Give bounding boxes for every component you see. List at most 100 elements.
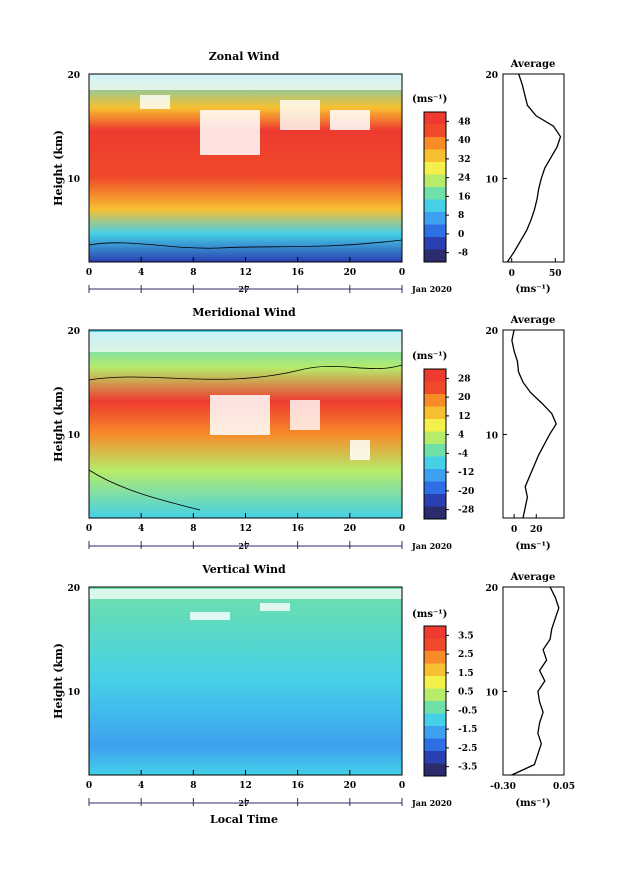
colorbar-segment <box>424 663 446 677</box>
colorbar-segment <box>424 688 446 702</box>
colorbar-segment <box>424 212 446 225</box>
colorbar-segment <box>424 224 446 238</box>
profile-line <box>511 586 560 776</box>
colorbar-segment <box>424 651 446 664</box>
panel-title: Zonal Wind <box>209 50 280 63</box>
panel-vertical: Vertical Wind Height (km) 20 10 0 4 8 12 16 2… <box>52 563 575 826</box>
colorbar-segment <box>424 406 446 420</box>
x-tick-label: 16 <box>291 524 304 534</box>
panel-zonal: Zonal Wind Height (km) 20 10 0 4 8 12 16 20 0 … <box>52 50 565 295</box>
profile-x-tick-label: 50 <box>549 269 562 279</box>
colorbar-frame <box>423 111 447 263</box>
profile-y-tick-label: 20 <box>485 327 498 337</box>
colorbar-segment <box>424 638 446 652</box>
colorbar-segment <box>424 726 446 739</box>
colorbar-tick-label: 20 <box>458 393 471 403</box>
profile-title: Average <box>510 315 556 326</box>
colorbar-segment <box>424 394 446 407</box>
colorbar-unit: (ms⁻¹) <box>412 94 447 105</box>
colorbar-tick-label: -28 <box>458 506 474 516</box>
profile-y-tick-label: 20 <box>485 71 498 81</box>
y-tick-label: 20 <box>67 584 80 594</box>
colorbar-segment <box>424 713 446 727</box>
missing-data-patches <box>89 74 402 155</box>
colorbar-segment <box>424 249 446 263</box>
profile-y-tick-label: 10 <box>485 688 498 698</box>
missing-data-patches <box>89 332 402 460</box>
colorbar-segment <box>424 199 446 213</box>
colorbar-segment <box>424 456 446 470</box>
profile-frame <box>502 586 565 776</box>
y-tick-label: 10 <box>67 688 80 698</box>
panel-meridional: Meridional Wind Height (km) 20 10 0 4 8 12 1… <box>52 306 565 552</box>
profile-title: Average <box>510 572 556 583</box>
colorbar-segment <box>424 369 446 382</box>
colorbar-segment <box>424 112 446 125</box>
x-tick-label: 4 <box>138 781 144 791</box>
profile-y-tick-label: 20 <box>485 584 498 594</box>
colorbar-tick-label: 16 <box>458 192 471 202</box>
colorbar-tick-label: -1.5 <box>458 725 477 735</box>
profile-y-tick-label: 10 <box>485 431 498 441</box>
colorbar-tick-label: 24 <box>458 174 471 184</box>
x-tick-label: 8 <box>190 268 196 278</box>
x-tick-label: 0 <box>86 268 92 278</box>
colorbar-tick-label: 3.5 <box>458 631 474 641</box>
colorbar-tick-label: -12 <box>458 468 474 478</box>
colorbar-segment <box>424 481 446 495</box>
x-tick-label: 4 <box>138 268 144 278</box>
profile-line <box>506 73 562 263</box>
colorbar-tick-label: -20 <box>458 487 474 497</box>
date-label: Jan 2020 <box>411 541 452 551</box>
colorbar-segment <box>424 763 446 777</box>
x-tick-label: 0 <box>86 781 92 791</box>
x-axis-label: Local Time <box>210 813 278 826</box>
heatmap-field <box>89 74 402 262</box>
missing-data-patches <box>89 589 402 620</box>
profile-x-tick-label: 0 <box>511 525 517 535</box>
heatmap-field <box>89 587 402 775</box>
profile-x-tick-label: 0 <box>509 269 515 279</box>
colorbar-tick-label: -3.5 <box>458 763 477 773</box>
colorbar-segment <box>424 431 446 445</box>
colorbar-segment <box>424 187 446 200</box>
colorbar-tick-label: -0.5 <box>458 706 477 716</box>
profile-x-tick-label: 0.05 <box>553 782 575 792</box>
y-tick-label: 10 <box>67 431 80 441</box>
y-axis-label: Height (km) <box>52 643 65 719</box>
x-tick-label: 16 <box>291 268 304 278</box>
colorbar-tick-label: 4 <box>458 431 464 441</box>
colorbar-segment <box>424 738 446 752</box>
colorbar-tick-label: -2.5 <box>458 744 477 754</box>
date-label: Jan 2020 <box>411 284 452 294</box>
colorbar-tick-label: -4 <box>458 449 468 459</box>
colorbar-segment <box>424 494 446 507</box>
colorbar-segment <box>424 237 446 250</box>
colorbar-segment <box>424 701 446 714</box>
colorbar-tick-label: 0 <box>458 230 464 240</box>
profile-x-tick-label: -0.30 <box>490 782 516 792</box>
x-tick-label: 4 <box>138 524 144 534</box>
colorbar-tick-label: 8 <box>458 211 464 221</box>
x-tick-label: 12 <box>239 524 252 534</box>
profile-title: Average <box>510 59 556 70</box>
x-tick-label: 20 <box>344 268 357 278</box>
colorbar-tick-label: 48 <box>458 117 471 127</box>
colorbar-segment <box>424 137 446 150</box>
panel-title: Meridional Wind <box>192 306 296 319</box>
zero-contour <box>88 364 403 511</box>
x-tick-label: 12 <box>239 268 252 278</box>
x-tick-label: 0 <box>399 268 405 278</box>
colorbar-segment <box>424 626 446 639</box>
colorbar-segment <box>424 381 446 395</box>
colorbar-segment <box>424 506 446 520</box>
colorbar-frame <box>423 368 447 520</box>
colorbar-tick-label: 12 <box>458 412 471 422</box>
x-tick-label: 0 <box>399 524 405 534</box>
colorbar-tick-label: 0.5 <box>458 688 474 698</box>
y-axis-label: Height (km) <box>52 386 65 462</box>
colorbar-segment <box>424 124 446 138</box>
profile-unit: (ms⁻¹) <box>515 284 550 295</box>
colorbar-segment <box>424 174 446 188</box>
profile-x-tick-label: 20 <box>530 525 543 535</box>
